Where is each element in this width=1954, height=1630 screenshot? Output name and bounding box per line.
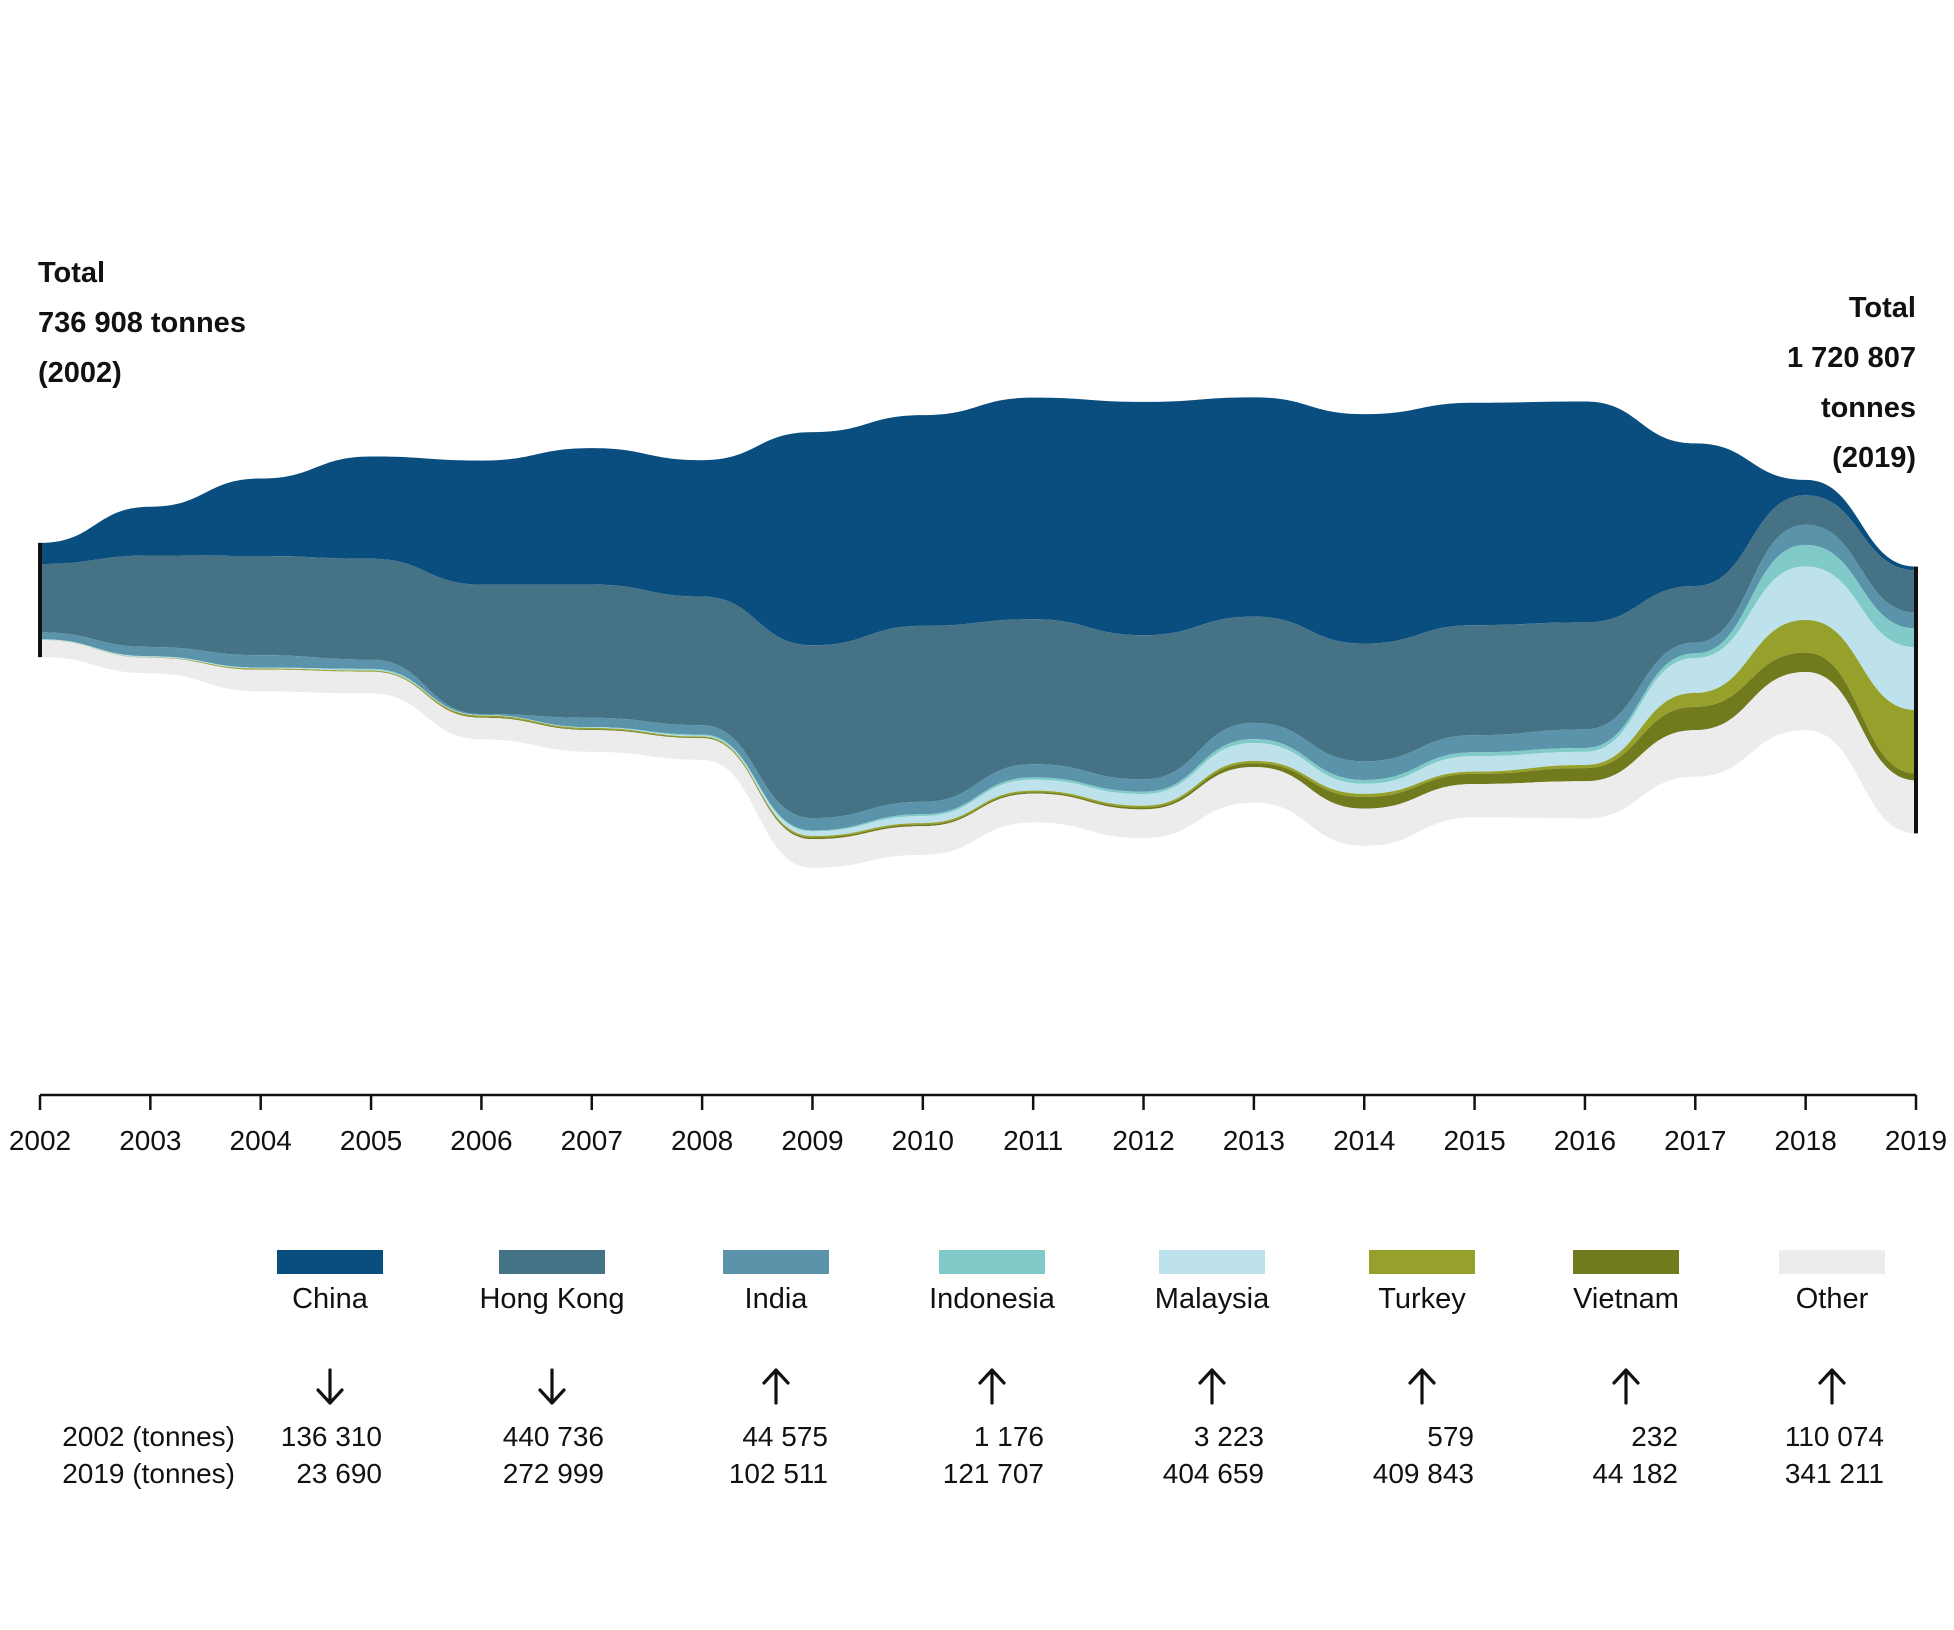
x-tick-label: 2003 <box>119 1125 181 1156</box>
legend-swatch-india <box>723 1250 829 1274</box>
legend-swatch-other <box>1779 1250 1885 1274</box>
total-markers <box>38 542 1918 834</box>
legend-swatch-hong-kong <box>499 1250 605 1274</box>
legend: China Hong Kong India Indonesia Malaysia Turk… <box>277 1250 1885 1315</box>
summary-value-china: 136 310 <box>281 1421 382 1452</box>
summary-value-india: 44 575 <box>742 1421 828 1452</box>
summary-row-label: 2002 (tonnes) <box>62 1421 235 1452</box>
arrow-up-icon <box>1408 1368 1436 1405</box>
legend-label-other: Other <box>1796 1283 1869 1315</box>
summary-value-vietnam: 44 182 <box>1592 1458 1678 1489</box>
x-tick-label: 2018 <box>1774 1125 1836 1156</box>
summary-value-turkey: 409 843 <box>1373 1458 1474 1489</box>
total-label-2019: Total 1 720 807 tonnes (2019) <box>1787 292 1916 474</box>
x-tick-label: 2006 <box>450 1125 512 1156</box>
arrow-up-icon <box>978 1368 1006 1405</box>
x-tick-label: 2007 <box>561 1125 623 1156</box>
total-label-line: (2002) <box>38 357 122 389</box>
legend-swatch-china <box>277 1250 383 1274</box>
total-label-line: Total <box>38 257 105 289</box>
total-label-line: 1 720 807 <box>1787 342 1916 374</box>
summary-row-label: 2019 (tonnes) <box>62 1458 235 1489</box>
legend-label-india: India <box>745 1283 809 1315</box>
stream-malaysia <box>40 566 1916 837</box>
summary-table: 2002 (tonnes) 2019 (tonnes) 136 310 23 690 4… <box>62 1368 1884 1489</box>
arrow-up-icon <box>762 1368 790 1405</box>
summary-value-china: 23 690 <box>296 1458 382 1489</box>
legend-label-vietnam: Vietnam <box>1573 1283 1679 1315</box>
legend-label-china: China <box>292 1283 369 1315</box>
x-tick-label: 2014 <box>1333 1125 1395 1156</box>
stream-layers <box>40 397 1916 868</box>
x-tick-label: 2011 <box>1003 1125 1063 1156</box>
total-label-line: 736 908 tonnes <box>38 307 246 339</box>
total-label-2002: Total 736 908 tonnes (2002) <box>38 257 246 389</box>
x-tick-label: 2016 <box>1554 1125 1616 1156</box>
stream-other <box>40 640 1916 868</box>
summary-value-hong-kong: 440 736 <box>503 1421 604 1452</box>
summary-value-turkey: 579 <box>1427 1421 1474 1452</box>
total-label-line: Total <box>1849 292 1916 324</box>
x-tick-label: 2019 <box>1885 1125 1947 1156</box>
total-label-line: (2019) <box>1832 442 1916 474</box>
legend-label-turkey: Turkey <box>1378 1283 1466 1315</box>
stream-hong-kong <box>40 495 1916 819</box>
arrow-up-icon <box>1198 1368 1226 1405</box>
stream-india <box>40 524 1916 831</box>
x-tick-label: 2009 <box>781 1125 843 1156</box>
summary-value-indonesia: 1 176 <box>974 1421 1044 1452</box>
x-axis: 2002 2003 2004 2005 2006 2007 2008 2009 2010 2011… <box>9 1093 1947 1156</box>
legend-label-indonesia: Indonesia <box>929 1283 1056 1315</box>
x-tick-label: 2012 <box>1112 1125 1174 1156</box>
summary-value-other: 110 074 <box>1785 1421 1884 1452</box>
stream-china <box>40 397 1916 646</box>
x-tick-label: 2005 <box>340 1125 402 1156</box>
arrow-down-icon <box>538 1368 566 1405</box>
summary-value-malaysia: 3 223 <box>1194 1421 1264 1452</box>
x-tick-label: 2002 <box>9 1125 71 1156</box>
summary-value-vietnam: 232 <box>1631 1421 1678 1452</box>
summary-value-malaysia: 404 659 <box>1163 1458 1264 1489</box>
total-labels: Total 736 908 tonnes (2002) Total 1 720 807 t… <box>38 257 1916 474</box>
x-tick-label: 2013 <box>1223 1125 1285 1156</box>
summary-value-hong-kong: 272 999 <box>503 1458 604 1489</box>
x-tick-label: 2010 <box>892 1125 954 1156</box>
x-tick-label: 2004 <box>230 1125 292 1156</box>
total-label-line: tonnes <box>1821 392 1916 424</box>
legend-label-hong-kong: Hong Kong <box>479 1283 624 1315</box>
arrow-up-icon <box>1818 1368 1846 1405</box>
legend-swatch-malaysia <box>1159 1250 1265 1274</box>
x-tick-label: 2008 <box>671 1125 733 1156</box>
summary-value-india: 102 511 <box>729 1458 828 1489</box>
legend-swatch-turkey <box>1369 1250 1475 1274</box>
summary-value-indonesia: 121 707 <box>943 1458 1044 1489</box>
legend-swatch-vietnam <box>1573 1250 1679 1274</box>
arrow-down-icon <box>316 1368 344 1405</box>
x-tick-label: 2015 <box>1443 1125 1505 1156</box>
legend-label-malaysia: Malaysia <box>1155 1283 1270 1315</box>
summary-value-other: 341 211 <box>1785 1458 1884 1489</box>
x-tick-label: 2017 <box>1664 1125 1726 1156</box>
legend-swatch-indonesia <box>939 1250 1045 1274</box>
arrow-up-icon <box>1612 1368 1640 1405</box>
